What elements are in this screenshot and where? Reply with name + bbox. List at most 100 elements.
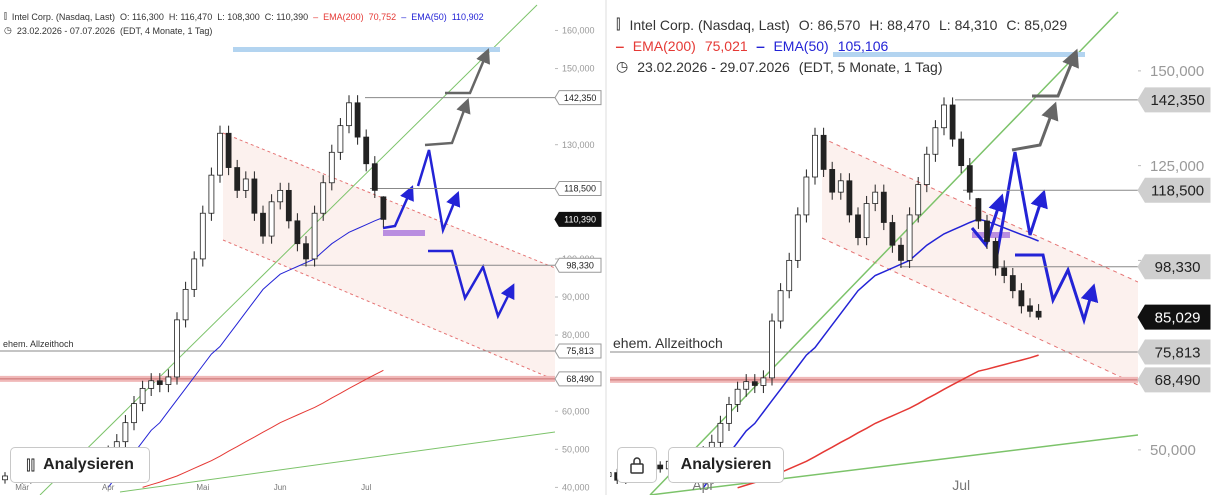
lock-icon: [630, 457, 644, 474]
candle-body: [303, 243, 309, 260]
scenario-arrow: [416, 149, 461, 235]
x-tick-label: Mär: [15, 483, 29, 492]
channel-line: [222, 239, 555, 381]
candle-body: [182, 288, 189, 321]
candle-body: [208, 174, 215, 214]
candle-body: [1027, 305, 1033, 312]
header-line: ⫿ Intel Corp. (Nasdaq, Last) O: 116,300 …: [4, 11, 484, 22]
scenario-arrow: [1011, 101, 1059, 152]
candle-body: [225, 132, 232, 168]
candle-body: [760, 377, 767, 386]
y-tick-label: 125,000: [1150, 158, 1204, 175]
candle-body: [932, 127, 939, 155]
price-tag-label: 68,490: [566, 374, 594, 384]
candle-body: [769, 320, 775, 379]
candle-body: [915, 184, 922, 216]
legend-value: 75,021: [704, 38, 748, 54]
candle-body: [863, 203, 870, 239]
y-tick-label: 130,000: [562, 140, 595, 150]
support-zone: [972, 232, 1010, 238]
candle-body: [966, 165, 973, 193]
annotation: ehem. Allzeithoch: [613, 335, 723, 351]
candle-body: [199, 212, 206, 260]
candle-body: [975, 198, 982, 222]
title: Intel Corp. (Nasdaq, Last): [11, 11, 115, 22]
price-tag-label: 98,330: [566, 260, 594, 270]
legend-value: 70,752: [368, 11, 397, 22]
candle-body: [131, 403, 137, 424]
ohlc: L: 108,300: [217, 11, 260, 22]
date-range: 23.02.2026 - 29.07.2026: [637, 58, 790, 75]
price-tag-label: 110,390: [564, 215, 596, 225]
candle-body: [320, 182, 327, 214]
price-tag-label: 98,330: [1155, 259, 1201, 276]
candle-body: [610, 472, 612, 477]
candle-body: [1018, 290, 1025, 307]
target-zone: [233, 47, 500, 52]
price-tag: [554, 180, 602, 196]
header-line: ‒ EMA(200) 75,021 ‒ EMA(50) 105,106: [616, 38, 888, 54]
clock-icon: ◷: [4, 25, 12, 35]
candle-body: [217, 132, 223, 176]
ema-line: [107, 216, 384, 488]
legend-swatch: ‒: [401, 11, 407, 22]
candle-body: [872, 191, 879, 204]
candle-body: [829, 169, 836, 193]
price-tag-label: 85,029: [1155, 309, 1201, 326]
candle-body: [354, 102, 361, 138]
ema-line: [702, 218, 1039, 489]
candle-body: [294, 220, 301, 245]
target-zone: [833, 52, 1085, 57]
period: (EDT, 4 Monate, 1 Tag): [119, 25, 213, 36]
scenario-arrow: [1032, 48, 1079, 98]
ohlc: O: 86,570: [798, 16, 861, 33]
candle-body: [898, 244, 904, 261]
candle-body: [268, 201, 275, 237]
lock-button[interactable]: [617, 447, 657, 483]
legend-swatch: ‒: [616, 38, 624, 54]
candle-body: [880, 191, 887, 223]
legend-swatch: ‒: [756, 38, 765, 54]
scenario-arrow: [1015, 253, 1099, 326]
channel: [223, 133, 555, 380]
candle-body: [958, 138, 965, 167]
candle-body: [803, 176, 810, 216]
candle-body: [165, 376, 172, 385]
ohlc: H: 88,470: [869, 16, 930, 33]
candle-body: [234, 167, 241, 191]
candle-body: [371, 163, 378, 191]
price-tag: [554, 343, 602, 359]
candle-body: [837, 180, 844, 193]
candle-body: [260, 212, 266, 237]
title: Intel Corp. (Nasdaq, Last): [629, 16, 790, 33]
candle-body: [1009, 275, 1016, 292]
candle-body: [717, 422, 724, 443]
candle-body: [277, 189, 284, 203]
ohlc: O: 116,300: [119, 11, 164, 22]
y-tick-label: 90,000: [562, 292, 590, 302]
y-tick-label: 150,000: [562, 64, 595, 74]
price-tag: [1137, 87, 1211, 113]
candle-body: [251, 178, 258, 214]
scenario-arrow: [428, 249, 515, 320]
candle-body: [139, 387, 146, 405]
price-tag-label: 142,350: [564, 93, 597, 103]
ema-line: [142, 369, 384, 488]
scenario-arrow: [424, 97, 471, 147]
candle-body: [122, 422, 129, 443]
ohlc: L: 84,310: [939, 16, 998, 33]
trend-line: [39, 4, 538, 495]
price-tag-label: 118,500: [564, 184, 596, 194]
candle-body: [1035, 310, 1042, 318]
scenario-arrow: [970, 193, 1006, 249]
candle-body: [598, 476, 603, 480]
analyze-button[interactable]: Analysieren: [668, 447, 784, 483]
candle-body: [941, 104, 947, 129]
legend-name: EMA(50): [411, 11, 447, 22]
analyze-button[interactable]: ⫿⫿ Analysieren: [10, 447, 150, 483]
price-tag: [554, 257, 602, 273]
ohlc: C: 85,029: [1006, 16, 1068, 33]
button-label: Analysieren: [680, 456, 772, 473]
ohlc: H: 116,470: [168, 11, 213, 22]
